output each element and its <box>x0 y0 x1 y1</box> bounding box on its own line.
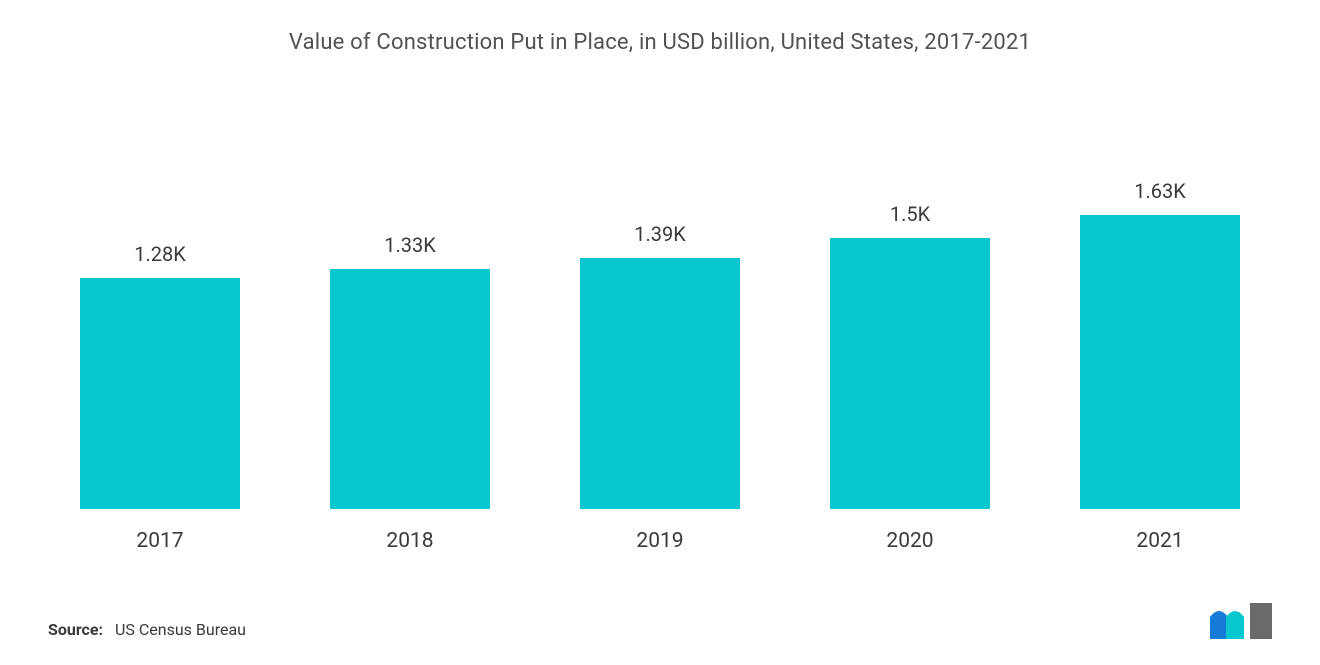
bar <box>330 269 490 509</box>
bar-value-label: 1.39K <box>634 222 686 246</box>
bar <box>580 258 740 509</box>
bar-group: 1.33K <box>330 233 490 509</box>
bar-group: 1.5K <box>830 202 990 509</box>
chart-title: Value of Construction Put in Place, in U… <box>40 30 1280 55</box>
x-axis-label: 2017 <box>80 529 240 553</box>
source-label: Source: <box>48 620 103 639</box>
logo-block <box>1250 603 1272 639</box>
logo-wave-left <box>1210 611 1228 639</box>
source-value: US Census Bureau <box>115 620 246 639</box>
bar-group: 1.28K <box>80 242 240 509</box>
bar-group: 1.39K <box>580 222 740 509</box>
x-axis-label: 2019 <box>580 529 740 553</box>
x-axis-label: 2020 <box>830 529 990 553</box>
chart-footer: Source: US Census Bureau <box>40 603 1280 645</box>
chart-plot-area: 1.28K 1.33K 1.39K 1.5K 1.63K <box>40 65 1280 519</box>
bar-value-label: 1.5K <box>890 202 930 226</box>
bar-value-label: 1.63K <box>1134 179 1186 203</box>
chart-container: Value of Construction Put in Place, in U… <box>0 0 1320 665</box>
bar-value-label: 1.28K <box>134 242 186 266</box>
source-attribution: Source: US Census Bureau <box>48 620 246 639</box>
bar <box>1080 215 1240 509</box>
bar <box>80 278 240 509</box>
bar-value-label: 1.33K <box>384 233 436 257</box>
bar-group: 1.63K <box>1080 179 1240 509</box>
logo-wave-mid <box>1226 611 1244 639</box>
chart-x-axis: 2017 2018 2019 2020 2021 <box>40 519 1280 553</box>
brand-logo-icon <box>1210 603 1272 639</box>
x-axis-label: 2021 <box>1080 529 1240 553</box>
bar <box>830 238 990 509</box>
x-axis-label: 2018 <box>330 529 490 553</box>
